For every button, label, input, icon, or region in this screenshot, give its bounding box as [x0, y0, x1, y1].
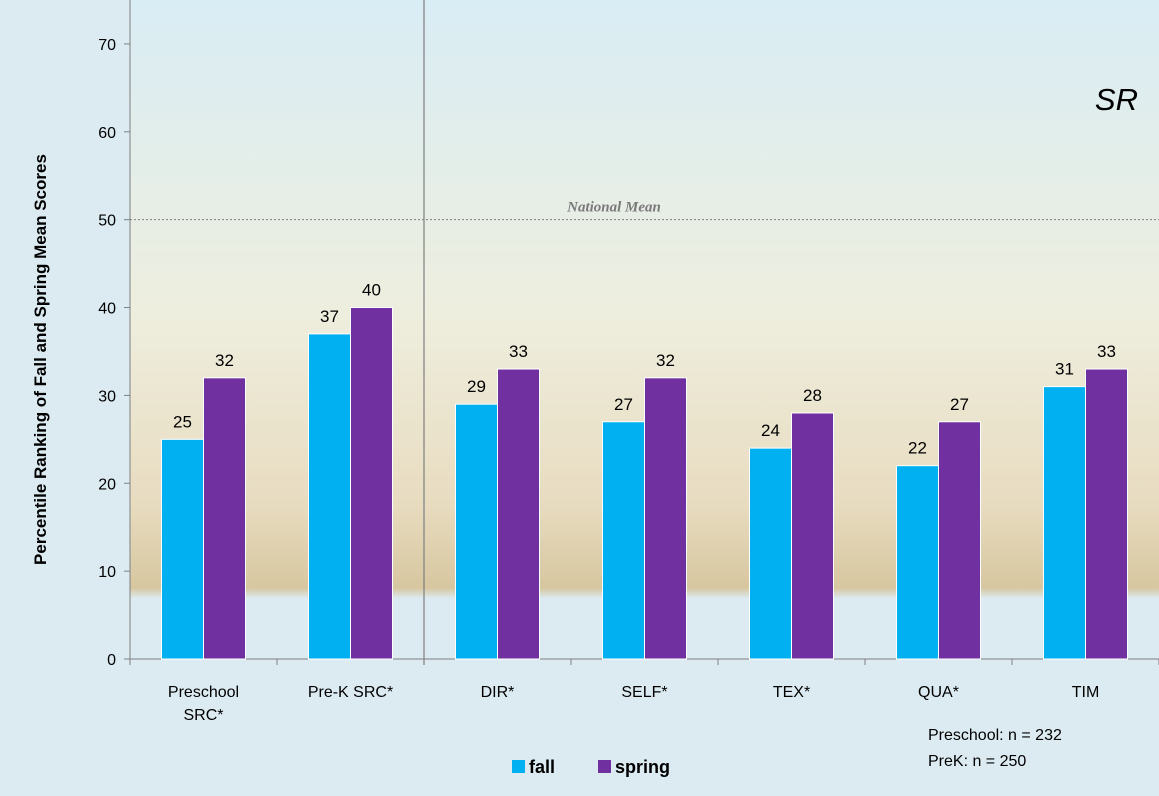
legend-swatch-spring — [598, 760, 611, 773]
y-tick-label: 40 — [98, 301, 116, 318]
data-label-spring: 32 — [656, 351, 675, 370]
y-tick-label: 70 — [98, 37, 116, 54]
data-label-spring: 33 — [509, 342, 528, 361]
data-label-fall: 22 — [908, 439, 927, 458]
x-category-label: SELF* — [621, 684, 667, 701]
y-tick-label: 20 — [98, 476, 116, 493]
bar-fall — [161, 438, 204, 660]
bar-fall — [602, 421, 645, 660]
data-label-fall: 24 — [761, 421, 780, 440]
y-tick-label: 30 — [98, 388, 116, 405]
legend-label-spring: spring — [615, 757, 670, 777]
y-axis-title: Percentile Ranking of Fall and Spring Me… — [31, 154, 50, 565]
bar-fall — [308, 333, 351, 660]
y-tick-label: 50 — [98, 213, 116, 230]
bar-fall — [1043, 386, 1086, 660]
data-label-fall: 27 — [614, 395, 633, 414]
bar-spring — [1085, 368, 1128, 660]
bar-fall — [896, 465, 939, 660]
bar-spring — [791, 412, 834, 660]
y-tick-label: 60 — [98, 125, 116, 142]
bar-fall — [455, 403, 498, 660]
data-label-fall: 29 — [467, 377, 486, 396]
bar-spring — [350, 307, 393, 660]
data-label-spring: 33 — [1097, 342, 1116, 361]
bar-fall — [749, 447, 792, 660]
x-category-label: Pre-K SRC* — [308, 684, 393, 701]
bar-spring — [497, 368, 540, 660]
bar-spring — [938, 421, 981, 660]
data-label-fall: 25 — [173, 412, 192, 431]
data-label-spring: 27 — [950, 395, 969, 414]
x-category-label: DIR* — [481, 684, 515, 701]
bar-spring — [203, 377, 246, 660]
corner-label: SR — [1095, 82, 1138, 117]
national-mean-label: National Mean — [566, 200, 661, 216]
legend-swatch-fall — [512, 760, 525, 773]
sample-size-note: Preschool: n = 232 — [928, 727, 1062, 744]
x-category-label: Preschool SRC* — [168, 684, 239, 724]
data-label-fall: 37 — [320, 307, 339, 326]
y-tick-label: 10 — [98, 564, 116, 581]
x-category-label: TIM — [1072, 684, 1100, 701]
legend-label-fall: fall — [529, 757, 555, 777]
sample-size-note: PreK: n = 250 — [928, 753, 1026, 770]
data-label-spring: 32 — [215, 351, 234, 370]
data-label-fall: 31 — [1055, 360, 1074, 379]
data-label-spring: 40 — [362, 281, 381, 300]
bar-spring — [644, 377, 687, 660]
x-category-label: TEX* — [773, 684, 810, 701]
x-category-label: QUA* — [918, 684, 959, 701]
y-tick-label: 0 — [107, 652, 116, 669]
data-label-spring: 28 — [803, 386, 822, 405]
